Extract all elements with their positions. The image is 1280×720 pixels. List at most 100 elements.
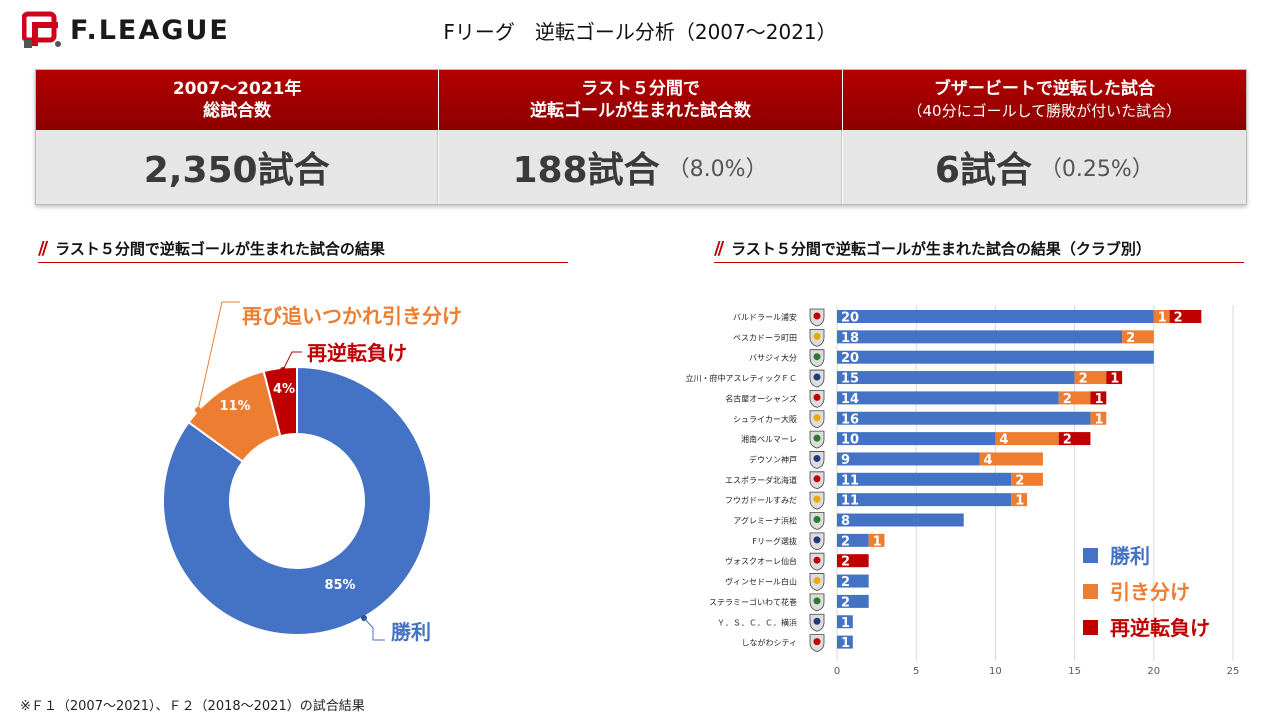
bar-value-label: 20 [841, 311, 859, 326]
summary-header: 2007～2021年 総試合数 [36, 70, 439, 130]
bar-value-label: 2 [1174, 311, 1183, 326]
bar-value-label: 1 [873, 534, 882, 549]
club-emblem-icon [809, 369, 825, 388]
summary-header: ブザービートで逆転した試合 （40分にゴールして勝敗が付いた試合） [842, 70, 1246, 130]
left-section-title: ラスト５分間で逆転ゴールが生まれた試合の結果 [55, 240, 385, 258]
donut-slice [262, 365, 298, 438]
bar-value-label: 2 [1079, 372, 1088, 387]
x-tick-label: 10 [989, 666, 1002, 677]
bar-value-label: 1 [1015, 494, 1024, 509]
club-emblem-icon [809, 634, 825, 653]
summary-value-cell: 6試合 （0.25%） [842, 130, 1246, 204]
category-label-draw: 再び追いつかれ引き分け [242, 304, 462, 328]
bar-value-label: 2 [841, 555, 850, 570]
club-emblem-icon [809, 349, 825, 368]
club-emblem-icon [809, 593, 825, 612]
club-emblem-icon [809, 552, 825, 571]
bar-segment [868, 533, 885, 547]
bar-segment [1090, 391, 1107, 405]
bar-value-label: 1 [1094, 412, 1103, 427]
x-tick-label: 5 [913, 666, 919, 677]
category-label: Ｙ．Ｓ．Ｃ．Ｃ．横浜 [717, 617, 797, 627]
club-emblem-icon [809, 512, 825, 530]
logo-text: F.LEAGUE [70, 14, 230, 46]
bar-segment [837, 493, 1012, 507]
club-emblem-icon [809, 613, 825, 632]
bar-segment [837, 432, 996, 446]
bar-value-label: 1 [1110, 372, 1119, 387]
right-section-heading: // ラスト５分間で逆転ゴールが生まれた試合の結果（クラブ別） [714, 238, 1151, 259]
category-label: アグレミーナ浜松 [733, 516, 797, 526]
summary-header-line1: ブザービートで逆転した試合 [933, 79, 1155, 99]
slash-icon: // [714, 238, 724, 259]
callout-line [197, 301, 240, 411]
bar-segment [1169, 310, 1202, 323]
left-section-divider [38, 262, 568, 263]
category-label: 湘南ベルマーレ [741, 434, 797, 444]
bar-value-label: 2 [1015, 473, 1024, 488]
bar-value-label: 10 [841, 433, 859, 448]
f-league-logo: F.LEAGUE [22, 10, 230, 50]
bar-segment [837, 574, 869, 588]
legend-label: 勝利 [1110, 544, 1150, 568]
right-section-title: ラスト５分間で逆転ゴールが生まれた試合の結果（クラブ別） [731, 240, 1151, 258]
club-emblem-icon [809, 573, 825, 591]
legend-swatch [1083, 548, 1098, 563]
callout-line [363, 617, 385, 641]
f-league-logo-icon [22, 11, 61, 48]
category-label: シュライカー大阪 [733, 414, 797, 424]
right-section-divider [714, 262, 1244, 263]
bar-value-label: 2 [841, 575, 850, 590]
summary-buzzer-beater-games: ブザービートで逆転した試合 （40分にゴールして勝敗が付いた試合） 6試合 （0… [842, 70, 1246, 204]
bar-segment [837, 371, 1075, 385]
summary-value: 6試合 [934, 150, 1032, 191]
bar-value-label: 15 [841, 372, 859, 387]
bar-segment [837, 635, 853, 649]
bar-segment [1153, 310, 1170, 323]
club-emblem-icon [809, 532, 825, 551]
category-label: 名古屋オーシャンズ [725, 393, 797, 403]
club-emblem-icon [809, 471, 825, 490]
bar-segment [837, 411, 1091, 425]
donut-value-label: 11% [219, 399, 250, 414]
bar-segment [837, 615, 853, 629]
club-emblem-icon [809, 491, 825, 510]
bar-segment [837, 554, 869, 568]
category-label: バサジィ大分 [749, 353, 797, 363]
bar-value-label: 11 [841, 473, 859, 488]
category-label: ヴォスクオーレ仙台 [725, 556, 797, 566]
category-label: しながわシティ [741, 638, 797, 648]
donut-value-label: 4% [273, 382, 295, 397]
bar-segment [837, 594, 869, 608]
bar-segment [837, 391, 1059, 405]
bar-segment [1074, 371, 1107, 385]
bar-segment [1090, 411, 1107, 425]
bar-value-label: 18 [841, 331, 859, 346]
bar-segment [1011, 472, 1043, 486]
legend-label: 引き分け [1110, 580, 1190, 604]
callout-line [282, 351, 302, 371]
bar-value-label: 8 [841, 514, 850, 529]
category-label: ペスカドーラ町田 [733, 333, 797, 342]
category-label: ヴィンセドール白山 [725, 577, 797, 587]
summary-value-cell: 2,350試合 [36, 130, 439, 204]
category-label: バルドラール浦安 [733, 312, 797, 322]
bar-value-label: 1 [841, 636, 850, 651]
bar-value-label: 2 [1126, 331, 1135, 346]
category-label-win: 勝利 [391, 620, 431, 644]
bar-value-label: 11 [841, 494, 859, 509]
bar-segment [1122, 330, 1154, 344]
donut-slice [162, 365, 432, 636]
summary-percent: （0.25%） [1039, 157, 1154, 182]
legend-swatch [1083, 620, 1098, 635]
bar-value-label: 2 [841, 534, 850, 549]
x-tick-label: 25 [1227, 666, 1240, 677]
bar-value-label: 2 [841, 595, 850, 610]
category-label: デウソン神戸 [749, 454, 797, 464]
category-label: フウガドールすみだ [725, 495, 797, 505]
bar-value-label: 9 [841, 453, 850, 468]
bar-segment [837, 452, 980, 466]
summary-header-line1: ラスト５分間で [581, 79, 700, 99]
